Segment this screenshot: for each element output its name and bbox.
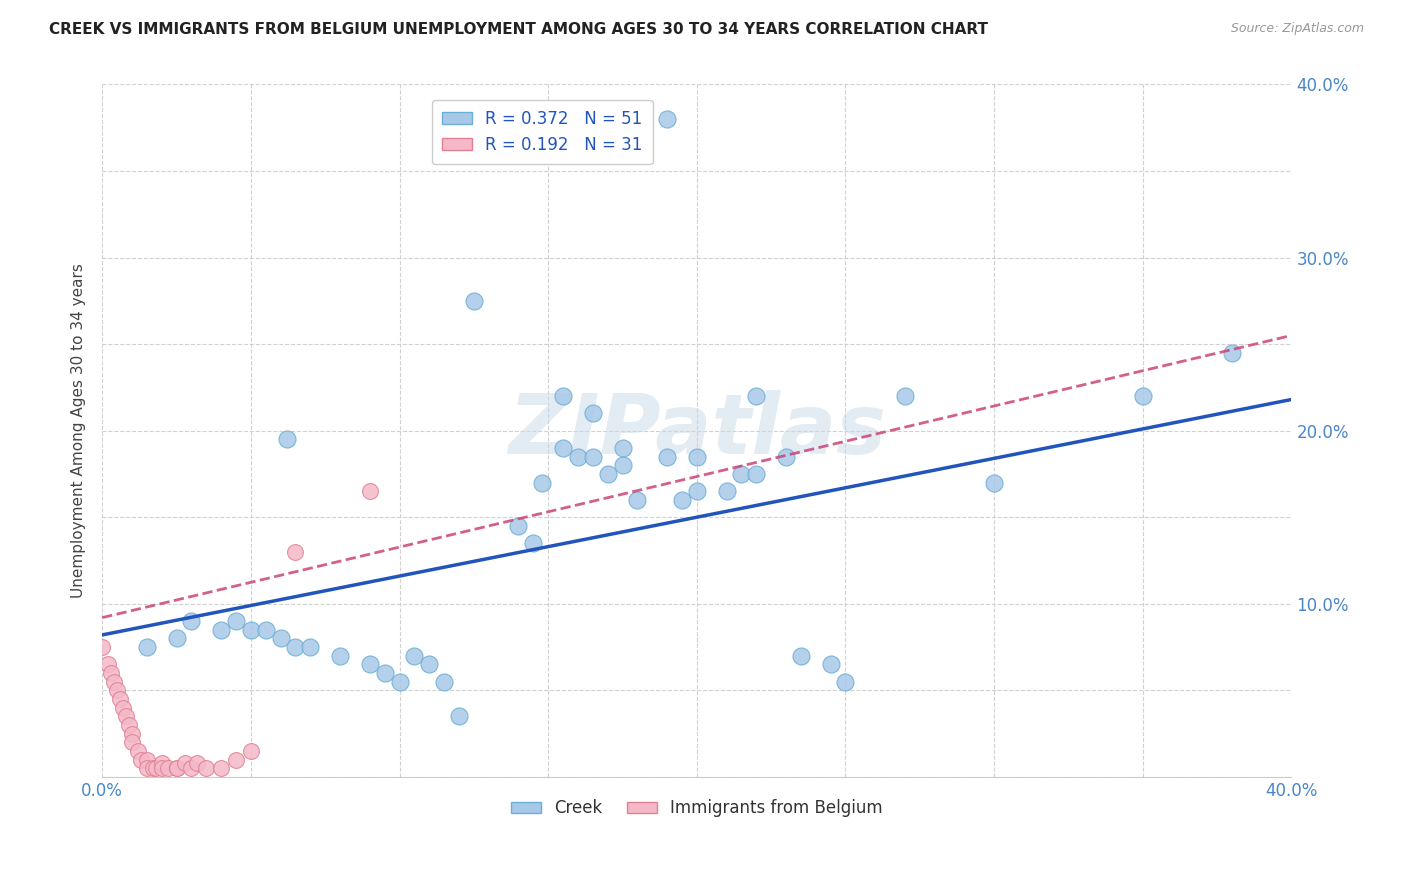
Point <box>142 761 165 775</box>
Text: CREEK VS IMMIGRANTS FROM BELGIUM UNEMPLOYMENT AMONG AGES 30 TO 34 YEARS CORRELAT: CREEK VS IMMIGRANTS FROM BELGIUM UNEMPLO… <box>49 22 988 37</box>
Point <box>111 700 134 714</box>
Point <box>463 293 485 308</box>
Point <box>582 450 605 464</box>
Text: Source: ZipAtlas.com: Source: ZipAtlas.com <box>1230 22 1364 36</box>
Point <box>284 545 307 559</box>
Point <box>135 753 157 767</box>
Point <box>121 726 143 740</box>
Point <box>105 683 128 698</box>
Point <box>166 632 188 646</box>
Point <box>186 756 208 770</box>
Point <box>374 665 396 680</box>
Point <box>820 657 842 672</box>
Point <box>254 623 277 637</box>
Point <box>108 692 131 706</box>
Point <box>551 441 574 455</box>
Point <box>359 657 381 672</box>
Point <box>103 674 125 689</box>
Point <box>655 450 678 464</box>
Point <box>225 614 247 628</box>
Point <box>121 735 143 749</box>
Point <box>276 432 298 446</box>
Point <box>471 112 494 126</box>
Point <box>582 406 605 420</box>
Point <box>180 614 202 628</box>
Point <box>129 753 152 767</box>
Point <box>551 389 574 403</box>
Point <box>145 761 167 775</box>
Point <box>166 761 188 775</box>
Point <box>671 492 693 507</box>
Point <box>180 761 202 775</box>
Point <box>418 657 440 672</box>
Point <box>299 640 322 654</box>
Point <box>596 467 619 481</box>
Point <box>531 475 554 490</box>
Y-axis label: Unemployment Among Ages 30 to 34 years: Unemployment Among Ages 30 to 34 years <box>72 263 86 599</box>
Point <box>686 450 709 464</box>
Point <box>1132 389 1154 403</box>
Point <box>118 718 141 732</box>
Point <box>447 709 470 723</box>
Point <box>655 112 678 126</box>
Point <box>97 657 120 672</box>
Point <box>388 674 411 689</box>
Point <box>612 441 634 455</box>
Point <box>127 744 149 758</box>
Point <box>567 450 589 464</box>
Point <box>150 761 173 775</box>
Point <box>239 744 262 758</box>
Point <box>1220 345 1243 359</box>
Point <box>166 761 188 775</box>
Point <box>790 648 813 663</box>
Point <box>100 665 122 680</box>
Point <box>270 632 292 646</box>
Point <box>508 519 530 533</box>
Point <box>775 450 797 464</box>
Point <box>150 756 173 770</box>
Point <box>225 753 247 767</box>
Point <box>135 640 157 654</box>
Point <box>894 389 917 403</box>
Point <box>745 467 768 481</box>
Point <box>433 674 456 689</box>
Point <box>209 761 232 775</box>
Point <box>329 648 352 663</box>
Point <box>716 484 738 499</box>
Point <box>730 467 752 481</box>
Legend: Creek, Immigrants from Belgium: Creek, Immigrants from Belgium <box>503 793 890 824</box>
Point <box>626 492 648 507</box>
Point <box>686 484 709 499</box>
Point <box>612 458 634 473</box>
Point <box>404 648 426 663</box>
Point <box>91 640 114 654</box>
Point <box>195 761 218 775</box>
Point <box>834 674 856 689</box>
Point <box>239 623 262 637</box>
Point <box>745 389 768 403</box>
Point <box>115 709 138 723</box>
Point <box>209 623 232 637</box>
Point <box>156 761 179 775</box>
Text: ZIPatlas: ZIPatlas <box>508 390 886 471</box>
Point <box>359 484 381 499</box>
Point <box>284 640 307 654</box>
Point <box>135 761 157 775</box>
Point <box>174 756 197 770</box>
Point <box>983 475 1005 490</box>
Point <box>522 536 544 550</box>
